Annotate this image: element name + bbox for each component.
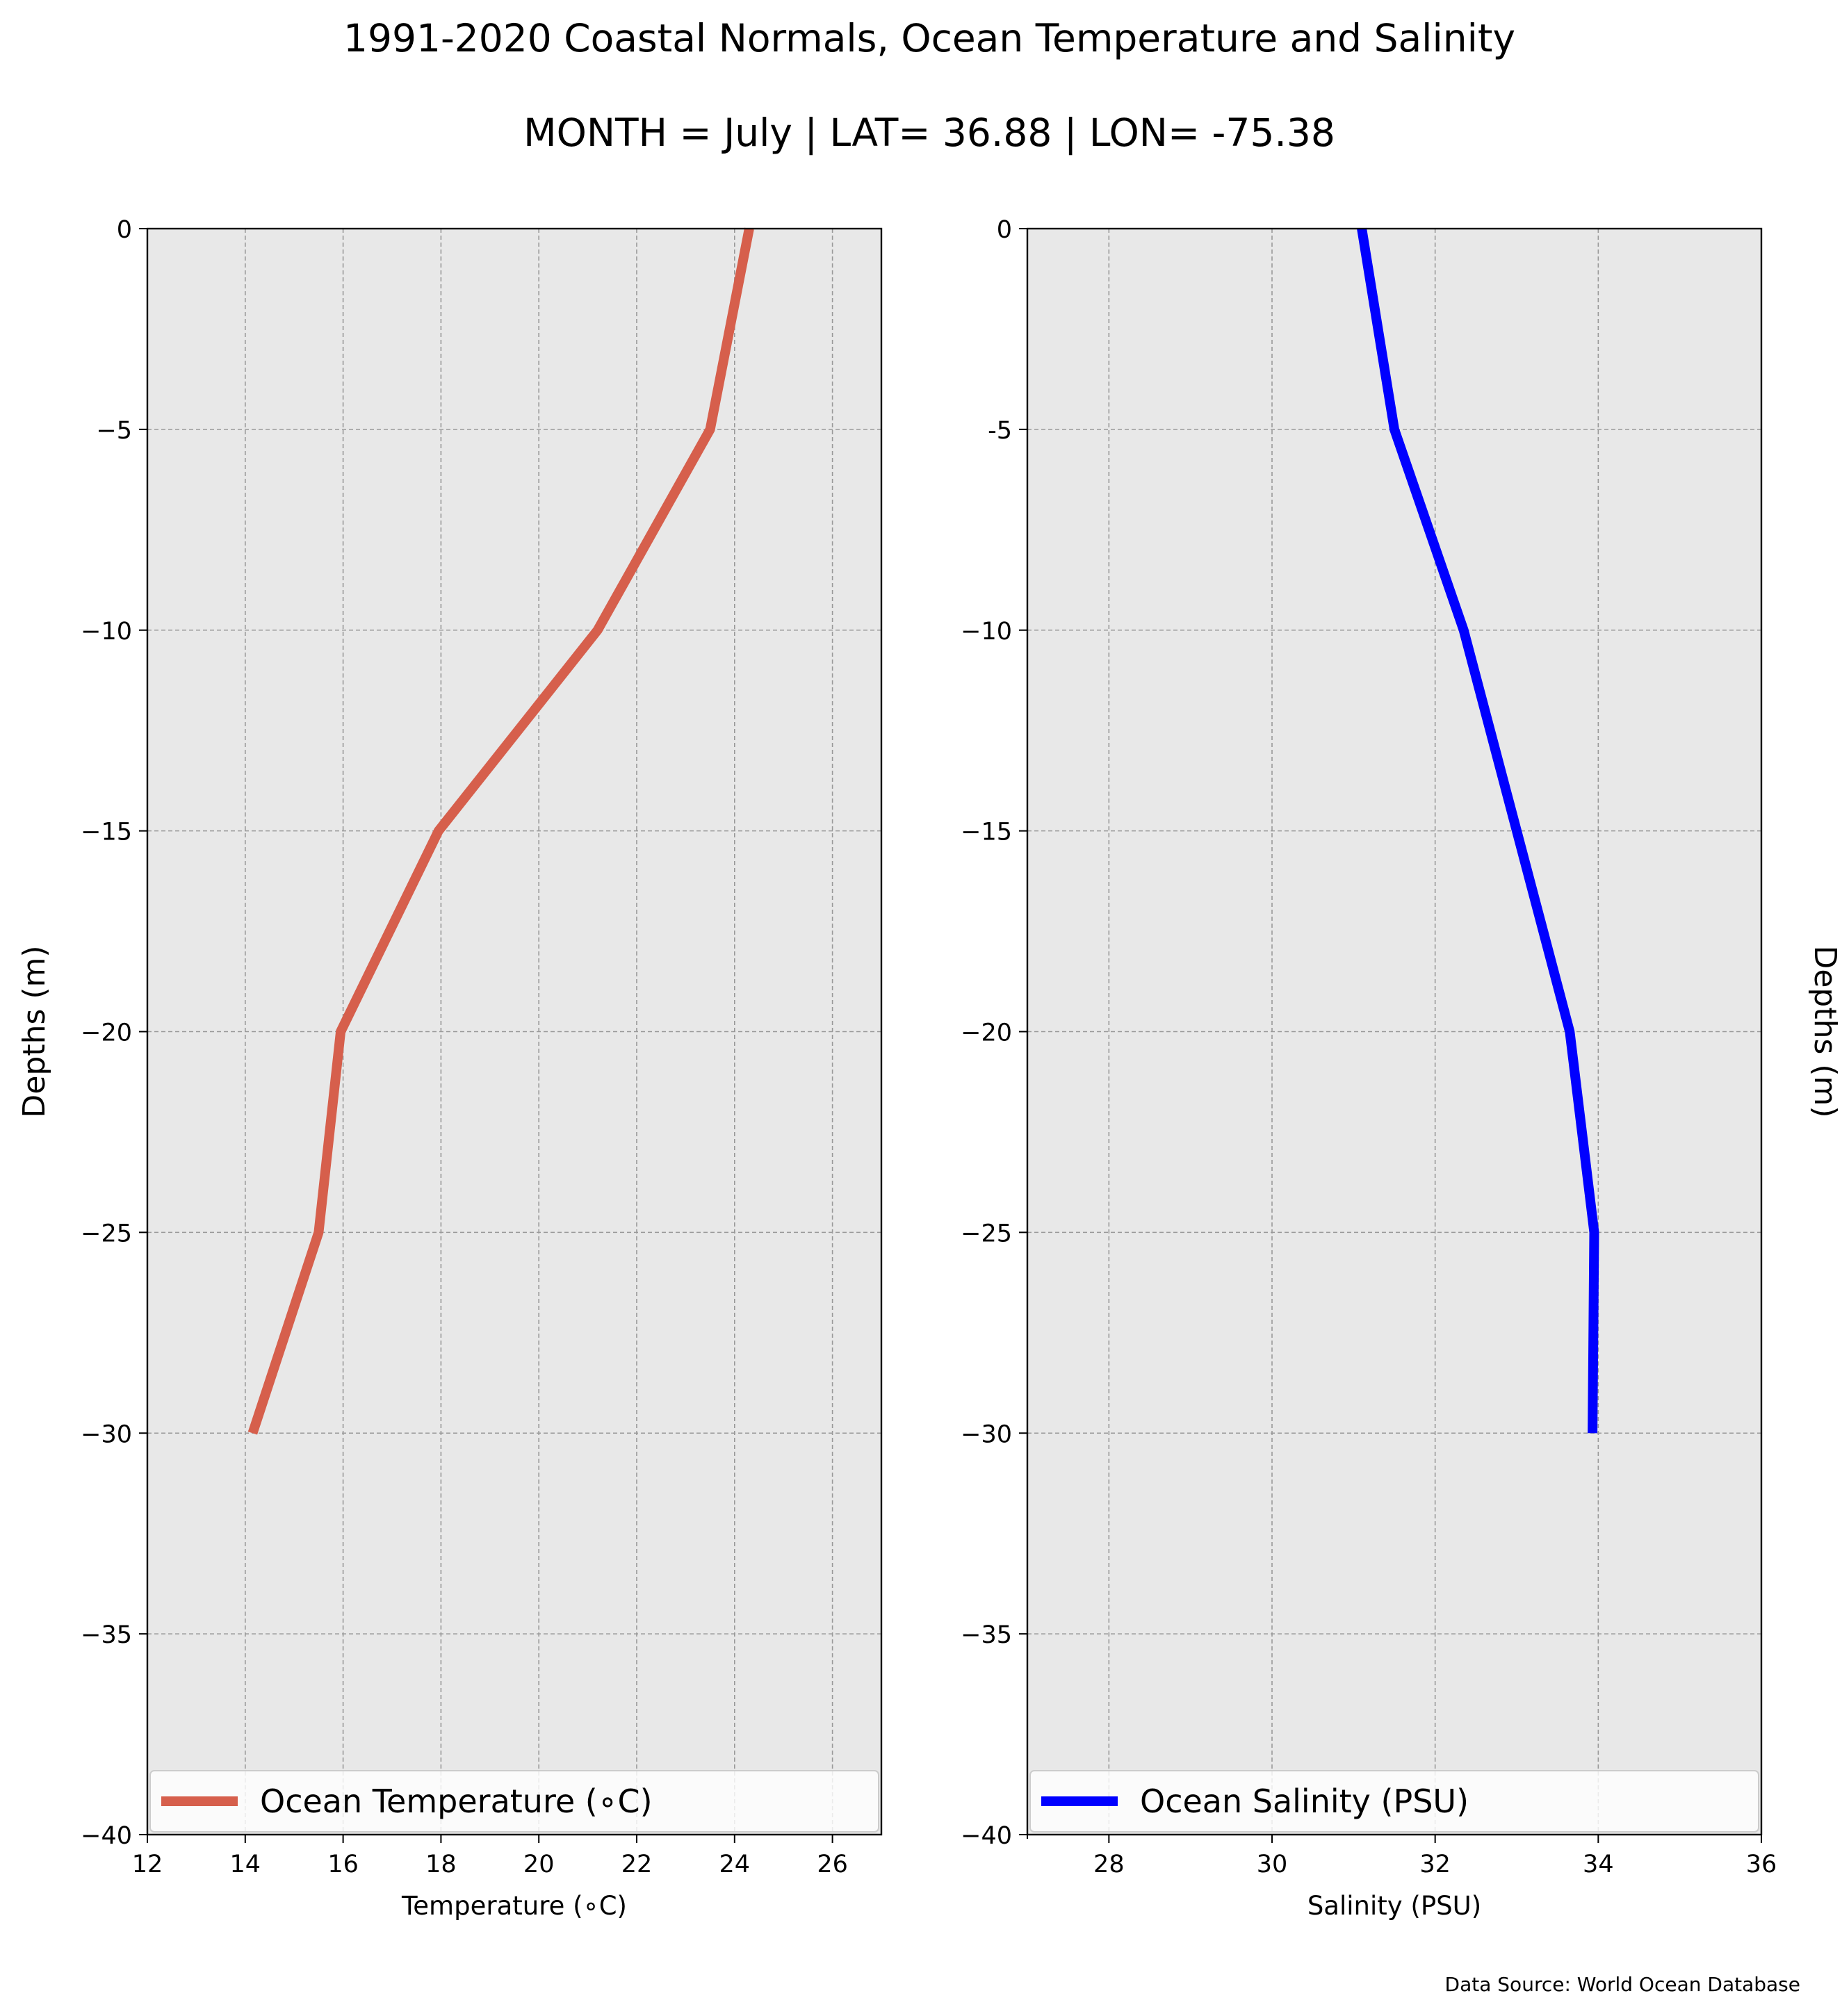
y-tick-label: −10: [81, 618, 132, 646]
x-axis-label: Temperature (∘C): [401, 1891, 627, 1921]
data-source-note: Data Source: World Ocean Database: [1445, 1973, 1800, 1996]
x-tick-label: 26: [817, 1851, 848, 1878]
y-tick-label: −25: [81, 1220, 132, 1247]
x-tick-label: 36: [1746, 1851, 1777, 1878]
y-tick-label: 0: [997, 216, 1012, 244]
y-tick-label: −20: [961, 1019, 1012, 1047]
x-tick-label: 18: [425, 1851, 457, 1878]
y-tick-label: 0: [117, 216, 132, 244]
x-axis-label: Salinity (PSU): [1307, 1891, 1481, 1921]
series-line-0: [1357, 227, 1599, 1434]
y-tick-label: −35: [81, 1621, 132, 1649]
y-tick-label: −15: [961, 819, 1012, 846]
chart-title: 1991-2020 Coastal Normals, Ocean Tempera…: [343, 16, 1515, 60]
y-tick-label: −25: [961, 1220, 1012, 1247]
y-tick-label: −40: [961, 1822, 1012, 1850]
y-axis-label: Depths (m): [1807, 945, 1842, 1117]
legend-box: [149, 1770, 879, 1833]
x-tick-label: 28: [1093, 1851, 1125, 1878]
plot-background: [1027, 229, 1761, 1835]
x-tick-label: 30: [1257, 1851, 1288, 1878]
legend-label-0: Ocean Salinity (PSU): [1140, 1783, 1469, 1820]
y-tick-label: −5: [96, 417, 132, 445]
legend-box: [1029, 1770, 1759, 1833]
legend-label-0: Ocean Temperature (∘C): [260, 1783, 653, 1820]
y-tick-label: −30: [81, 1420, 132, 1448]
legend: Ocean Temperature (∘C): [149, 1770, 879, 1833]
x-tick-label: 22: [621, 1851, 653, 1878]
plot-background: [147, 229, 881, 1835]
x-tick-label: 32: [1419, 1851, 1451, 1878]
salinity-panel: 28 30 32 34 36 0 -5 −10 −15 −20 −25 −30 −35 −40 Salini…: [961, 216, 1842, 1921]
y-tick-label: −35: [961, 1621, 1012, 1649]
x-tick-label: 24: [719, 1851, 751, 1878]
y-axis-label: Depths (m): [17, 945, 52, 1117]
y-tick-label: −30: [961, 1420, 1012, 1448]
chart-subtitle: MONTH = July | LAT= 36.88 | LON= -75.38: [523, 110, 1335, 156]
x-tick-label: 14: [230, 1851, 261, 1878]
x-tick-label: 12: [132, 1851, 163, 1878]
y-tick-label: -5: [988, 417, 1012, 445]
y-tick-label: −10: [961, 618, 1012, 646]
legend: Ocean Salinity (PSU): [1029, 1770, 1759, 1833]
y-tick-label: −15: [81, 819, 132, 846]
x-tick-label: 16: [327, 1851, 359, 1878]
x-tick-label: 34: [1583, 1851, 1614, 1878]
x-tick-label: 20: [523, 1851, 555, 1878]
series-line-0: [247, 227, 754, 1435]
y-tick-label: −20: [81, 1019, 132, 1047]
temperature-panel: 12 14 16 18 20 22 24 26 0 −5 −10 −15 −20 −25 −30 −35 −40…: [17, 216, 883, 1921]
y-tick-label: −40: [81, 1822, 132, 1850]
